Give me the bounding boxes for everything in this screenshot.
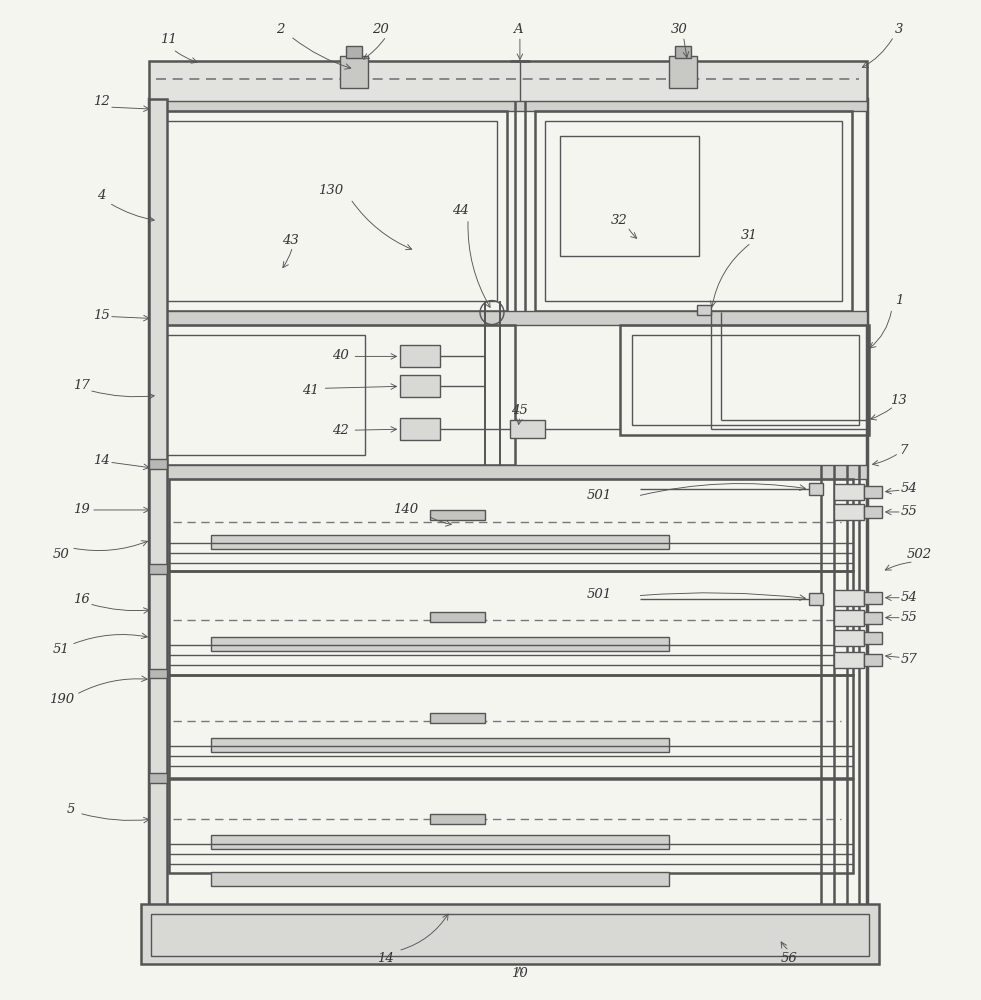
Text: 54: 54	[901, 591, 917, 604]
Text: 502: 502	[906, 548, 931, 561]
Text: 55: 55	[901, 611, 917, 624]
Bar	[620, 325, 869, 435]
Bar	[149, 99, 867, 907]
Bar	[400, 418, 440, 440]
Text: 501: 501	[587, 489, 612, 502]
Bar	[834, 590, 864, 606]
Text: 14: 14	[377, 952, 393, 965]
Text: 14: 14	[93, 454, 110, 467]
Text: 45: 45	[511, 404, 529, 417]
Text: 11: 11	[161, 33, 178, 46]
Bar	[169, 571, 852, 675]
Bar	[834, 484, 864, 500]
Text: 190: 190	[49, 693, 74, 706]
Text: 17: 17	[73, 379, 89, 392]
Text: 140: 140	[392, 503, 418, 516]
Bar	[166, 121, 497, 301]
Text: 12: 12	[93, 95, 110, 108]
Text: 43: 43	[283, 234, 299, 247]
Bar	[864, 592, 882, 604]
Bar	[346, 46, 362, 58]
Text: 1: 1	[895, 294, 904, 307]
Bar	[535, 111, 852, 311]
Text: 5: 5	[67, 803, 76, 816]
Bar	[431, 612, 485, 622]
Text: 44: 44	[451, 204, 469, 217]
Text: A: A	[513, 23, 523, 36]
Text: 31: 31	[741, 229, 757, 242]
Text: 55: 55	[901, 505, 917, 518]
Bar	[169, 479, 852, 571]
Bar	[151, 914, 869, 956]
Bar	[211, 738, 669, 752]
Text: 20: 20	[372, 23, 388, 36]
Bar	[149, 773, 167, 783]
Bar	[149, 101, 867, 111]
Bar	[864, 486, 882, 498]
Bar	[560, 136, 699, 256]
Bar	[149, 61, 867, 103]
Text: 16: 16	[73, 593, 89, 606]
Bar	[149, 564, 167, 574]
Text: 15: 15	[93, 309, 110, 322]
Bar	[149, 99, 167, 907]
Bar	[544, 121, 842, 301]
Bar	[864, 632, 882, 644]
Text: 40: 40	[332, 349, 349, 362]
Text: 42: 42	[332, 424, 349, 437]
Text: 56: 56	[781, 952, 798, 965]
Bar	[149, 669, 167, 678]
Bar	[156, 325, 515, 465]
Bar	[809, 483, 823, 495]
Bar	[834, 504, 864, 520]
Text: 7: 7	[900, 444, 908, 457]
Text: 51: 51	[53, 643, 70, 656]
Bar	[431, 713, 485, 723]
Text: 32: 32	[611, 214, 628, 227]
Bar	[400, 345, 440, 367]
Text: 3: 3	[895, 23, 904, 36]
Text: 30: 30	[671, 23, 688, 36]
Bar	[510, 420, 544, 438]
Bar	[156, 111, 507, 311]
Bar	[166, 335, 365, 455]
Bar	[211, 637, 669, 651]
Bar	[211, 835, 669, 849]
Bar	[400, 375, 440, 397]
Bar	[669, 56, 697, 88]
Bar	[864, 612, 882, 624]
Bar	[834, 630, 864, 646]
Text: 4: 4	[97, 189, 105, 202]
Bar	[141, 904, 879, 964]
Bar	[149, 465, 867, 479]
Bar	[169, 675, 852, 778]
Text: 19: 19	[73, 503, 89, 516]
Text: 57: 57	[901, 653, 917, 666]
Bar	[169, 779, 852, 873]
Text: 130: 130	[318, 184, 343, 197]
Bar	[340, 56, 368, 88]
Text: 10: 10	[511, 967, 529, 980]
Text: 501: 501	[587, 588, 612, 601]
Bar	[676, 46, 692, 58]
Bar	[864, 654, 882, 666]
Bar	[431, 510, 485, 520]
Bar	[809, 593, 823, 605]
Bar	[834, 610, 864, 626]
Text: 50: 50	[53, 548, 70, 561]
Text: 41: 41	[302, 384, 319, 397]
Bar	[149, 311, 867, 325]
Bar	[431, 814, 485, 824]
Bar	[834, 652, 864, 668]
Bar	[697, 305, 711, 315]
Bar	[632, 335, 859, 425]
Bar	[149, 459, 167, 469]
Bar	[864, 506, 882, 518]
Bar	[211, 872, 669, 886]
Text: 13: 13	[891, 394, 907, 407]
Bar	[211, 535, 669, 549]
Text: 54: 54	[901, 482, 917, 495]
Text: 2: 2	[277, 23, 284, 36]
